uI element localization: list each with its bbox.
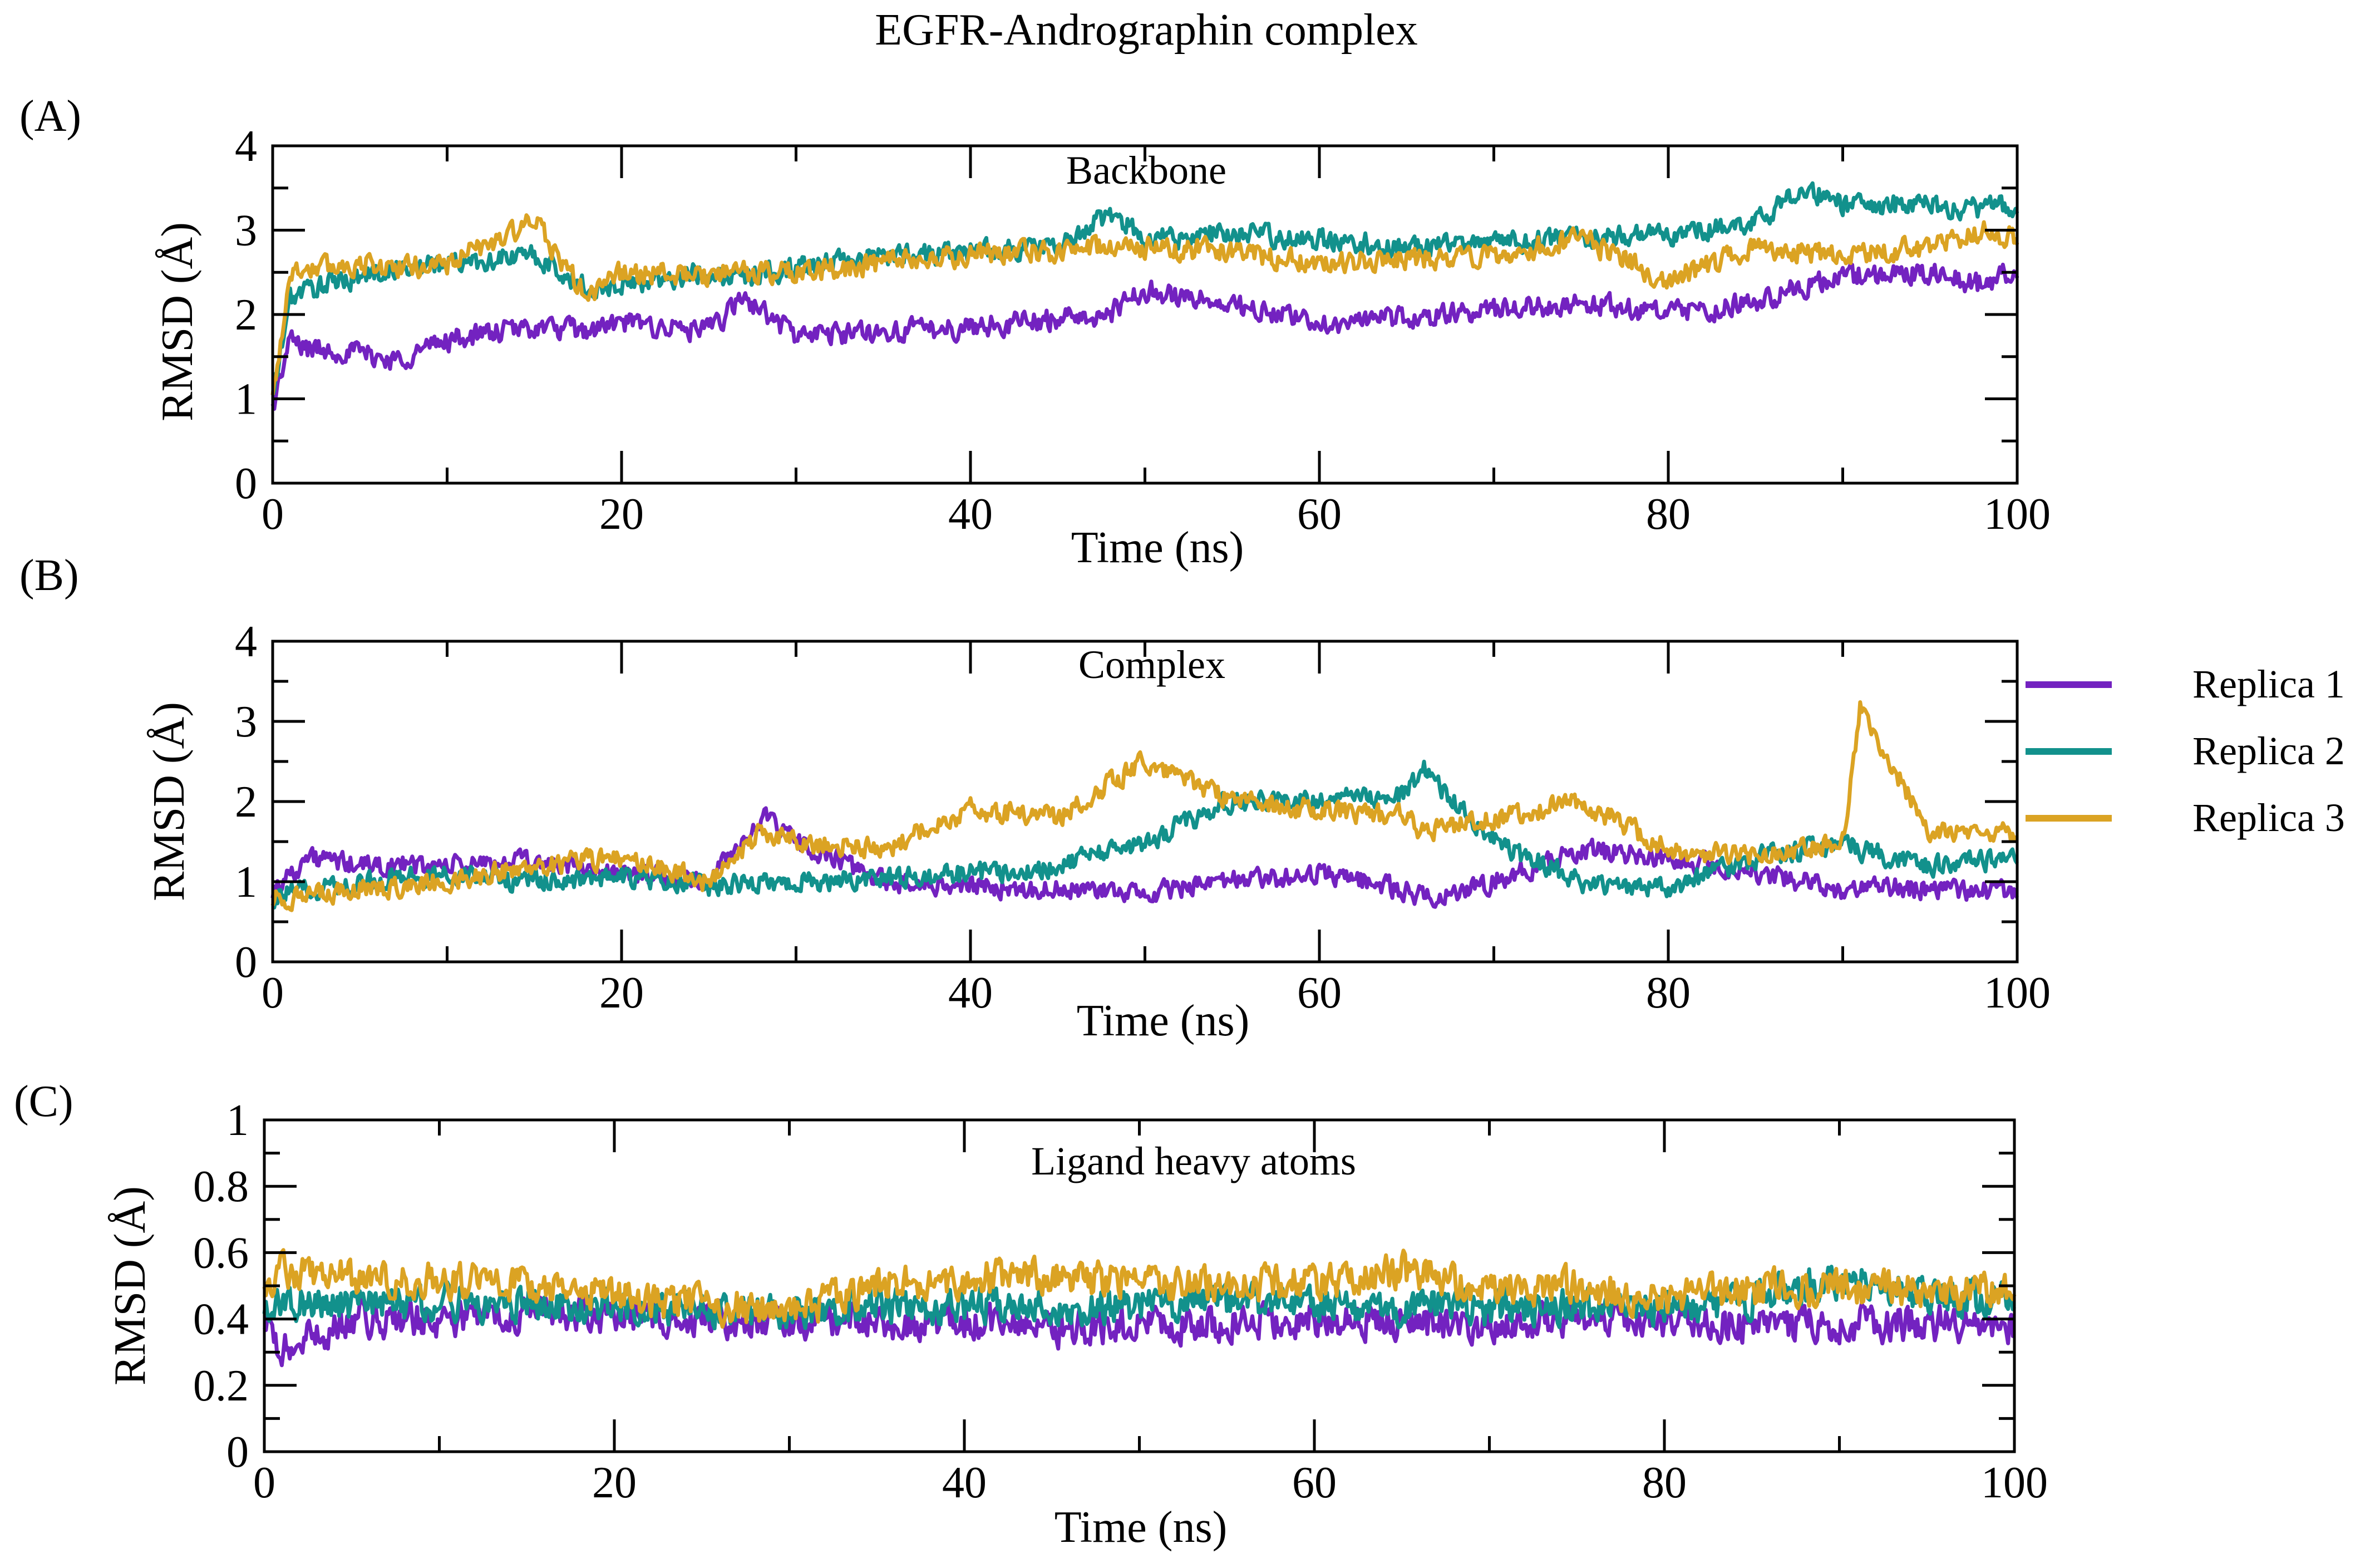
x-tick-label: 0 bbox=[253, 1458, 275, 1507]
series-line-replica-2 bbox=[271, 759, 2019, 910]
legend-label-replica-2: Replica 2 bbox=[2192, 729, 2345, 773]
panel-label-b: (B) bbox=[19, 551, 79, 600]
y-tick-label: 3 bbox=[235, 697, 257, 746]
y-tick-label: 2 bbox=[235, 778, 257, 827]
axes-frame bbox=[271, 144, 2019, 485]
panel-c: (C) Ligand heavy atoms RMSD (Å) Time (ns… bbox=[14, 1077, 2048, 1552]
inner-title-b: Complex bbox=[1078, 642, 1225, 687]
series-lines bbox=[270, 181, 2019, 411]
y-tick-label: 0 bbox=[235, 938, 257, 987]
inner-title-c: Ligand heavy atoms bbox=[1031, 1139, 1356, 1183]
panel-a: (A) Backbone RMSD (Å) Time (ns) 0 20 40 60 8… bbox=[19, 92, 2051, 572]
ylabel-b: RMSD (Å) bbox=[145, 702, 194, 901]
y-tick-label: 0 bbox=[235, 459, 257, 508]
panel-label-a: (A) bbox=[19, 92, 81, 141]
series-lines bbox=[262, 1248, 2017, 1368]
x-tick-label: 40 bbox=[948, 490, 993, 539]
ylabel-a: RMSD (Å) bbox=[153, 222, 202, 421]
y-tick-label: 2 bbox=[235, 291, 257, 340]
y-tick-label: 0.6 bbox=[193, 1228, 249, 1277]
plot-area-a: 0 20 40 60 80 100 0 1 2 3 4 bbox=[235, 122, 2051, 539]
x-tick-label: 100 bbox=[1981, 1458, 2048, 1507]
xlabel-c: Time (ns) bbox=[1055, 1503, 1227, 1552]
y-tick-label: 1 bbox=[235, 375, 257, 424]
xlabel-b: Time (ns) bbox=[1077, 996, 1249, 1045]
x-tick-label: 60 bbox=[1297, 969, 1342, 1018]
y-tick-label: 4 bbox=[235, 617, 257, 666]
x-tick-label: 20 bbox=[599, 969, 644, 1018]
plot-area-b: 0 20 40 60 80 100 0 1 2 3 4 bbox=[235, 617, 2051, 1018]
series-line-replica-3 bbox=[270, 700, 2018, 912]
legend-label-replica-1: Replica 1 bbox=[2192, 662, 2345, 706]
y-tick-label: 3 bbox=[235, 207, 257, 255]
x-tick-label: 60 bbox=[1292, 1458, 1337, 1507]
series-line-replica-3 bbox=[270, 213, 2019, 395]
x-tick-label: 40 bbox=[942, 1458, 987, 1507]
x-tick-label: 100 bbox=[1984, 490, 2051, 539]
y-tick-label: 0.8 bbox=[193, 1162, 249, 1211]
x-tick-label: 0 bbox=[262, 490, 284, 539]
xlabel-a: Time (ns) bbox=[1071, 523, 1244, 572]
x-tick-label: 80 bbox=[1646, 490, 1691, 539]
legend: Replica 1 Replica 2 Replica 3 bbox=[2026, 662, 2345, 840]
x-tick-label: 80 bbox=[1642, 1458, 1687, 1507]
x-tick-label: 100 bbox=[1984, 969, 2051, 1018]
ylabel-c: RMSD (Å) bbox=[106, 1186, 155, 1385]
figure-title: EGFR-Andrographin complex bbox=[875, 6, 1417, 55]
x-tick-label: 60 bbox=[1297, 490, 1342, 539]
y-tick-label: 1 bbox=[235, 858, 257, 907]
series-line-replica-3 bbox=[262, 1248, 2017, 1329]
x-tick-label: 20 bbox=[592, 1458, 637, 1507]
x-tick-label: 80 bbox=[1646, 969, 1691, 1018]
panel-label-c: (C) bbox=[14, 1077, 73, 1126]
legend-label-replica-3: Replica 3 bbox=[2192, 795, 2345, 840]
panel-b: (B) Complex RMSD (Å) Time (ns) 0 20 40 60 80… bbox=[19, 551, 2051, 1045]
axes-frame bbox=[271, 640, 2019, 964]
y-tick-label: 0 bbox=[226, 1428, 249, 1477]
y-tick-label: 0.4 bbox=[193, 1295, 249, 1344]
x-tick-label: 0 bbox=[262, 969, 284, 1018]
series-line-replica-1 bbox=[270, 262, 2019, 411]
y-tick-label: 1 bbox=[226, 1096, 249, 1145]
y-tick-label: 0.2 bbox=[193, 1362, 249, 1410]
x-tick-label: 40 bbox=[948, 969, 993, 1018]
y-tick-label: 4 bbox=[235, 122, 257, 171]
x-tick-label: 20 bbox=[599, 490, 644, 539]
series-lines bbox=[270, 700, 2019, 912]
